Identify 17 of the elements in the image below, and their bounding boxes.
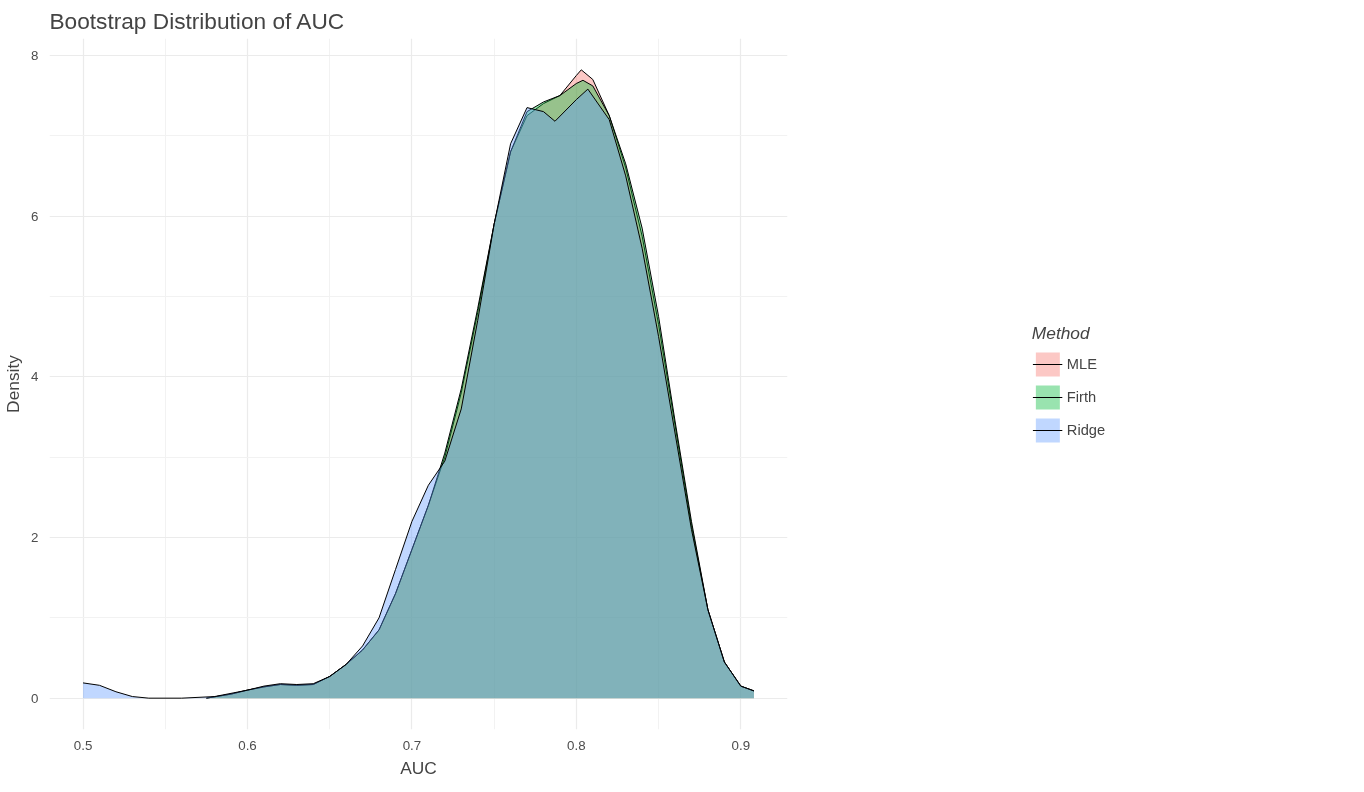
y-tick-label: 8: [31, 47, 39, 63]
x-tick-label: 0.6: [238, 737, 257, 753]
y-tick-label: 2: [31, 529, 39, 545]
y-tick-label: 6: [31, 208, 39, 224]
legend-label: MLE: [1066, 355, 1097, 372]
legend-label: Firth: [1066, 388, 1097, 405]
y-tick-label: 0: [31, 690, 39, 706]
x-tick-label: 0.5: [73, 737, 93, 753]
x-tick-label: 0.9: [731, 737, 751, 753]
x-axis-title: AUC: [400, 757, 437, 778]
chart-title: Bootstrap Distribution of AUC: [49, 7, 345, 34]
legend-label: Ridge: [1066, 421, 1106, 438]
x-tick-label: 0.7: [402, 737, 422, 753]
legend-title: Method: [1031, 322, 1091, 344]
y-tick-label: 4: [31, 369, 40, 385]
y-axis-title: Density: [3, 354, 24, 413]
x-tick-label: 0.8: [567, 737, 586, 753]
